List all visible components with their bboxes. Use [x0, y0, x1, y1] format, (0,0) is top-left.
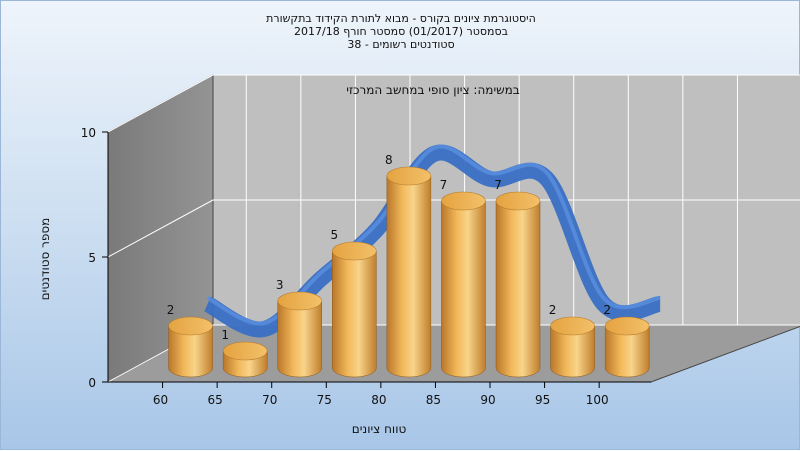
chart-title-line-2: בסמסטר (01/2017) סמסטר חורף 2017/18 — [294, 25, 508, 38]
bar-top — [386, 166, 432, 186]
bar — [550, 316, 595, 378]
bar-top — [495, 191, 541, 211]
grid-line-side — [107, 199, 214, 258]
bar-body — [168, 325, 213, 378]
bar-body — [386, 175, 432, 378]
grid-line-side — [107, 74, 214, 133]
bar-value-label: 3 — [276, 278, 284, 292]
bar — [331, 241, 377, 378]
x-tick-label: 80 — [371, 393, 386, 407]
bar-body — [550, 325, 595, 378]
y-tick-label: 0 — [88, 376, 96, 390]
y-axis-label: מספר סטודנטים — [38, 218, 52, 301]
bar-value-label: 7 — [494, 178, 502, 192]
bar — [277, 291, 323, 378]
bar — [495, 191, 541, 378]
bar-top — [222, 341, 268, 361]
bar-value-label: 8 — [385, 153, 393, 167]
bar-body — [604, 325, 650, 378]
y-tick-label: 10 — [81, 126, 96, 140]
bar — [386, 166, 432, 378]
x-tick-label: 100 — [586, 393, 609, 407]
bar-top — [550, 316, 595, 336]
x-tick-label: 75 — [317, 393, 332, 407]
chart-title-line-3: סטודנטים רשומים - 38 — [347, 38, 455, 51]
x-tick-label: 90 — [480, 393, 495, 407]
chart-title-line-1: היסטוגרמת ציונים בקורס - מבוא לתורת הקיד… — [266, 12, 536, 25]
bar-top — [441, 191, 486, 211]
bar-value-label: 2 — [167, 303, 175, 317]
bar-body — [332, 250, 377, 378]
bar-value-label: 5 — [330, 228, 338, 242]
bar-top — [331, 241, 377, 261]
annotation-text: במשימה: ציון סופי במחשב המרכזי — [346, 83, 520, 97]
bar-top — [277, 291, 323, 311]
x-axis-label: טווח ציונים — [352, 422, 407, 436]
bar-value-label: 2 — [603, 303, 611, 317]
x-tick-label: 85 — [426, 393, 441, 407]
bar-top — [604, 316, 650, 336]
x-tick-label: 65 — [208, 393, 223, 407]
bar-value-label: 7 — [440, 178, 448, 192]
bar-value-label: 1 — [221, 328, 229, 342]
bar-top — [168, 316, 213, 336]
x-tick-label: 60 — [153, 393, 168, 407]
bar-body — [441, 200, 486, 378]
bar-body — [495, 200, 541, 378]
y-tick-label: 5 — [88, 251, 96, 265]
bar — [441, 191, 486, 378]
bar — [168, 316, 213, 378]
x-tick-label: 70 — [262, 393, 277, 407]
x-tick-label: 95 — [535, 393, 550, 407]
bar-value-label: 2 — [549, 303, 557, 317]
bar-body — [277, 300, 322, 378]
bar — [222, 341, 268, 378]
bar — [604, 316, 650, 378]
